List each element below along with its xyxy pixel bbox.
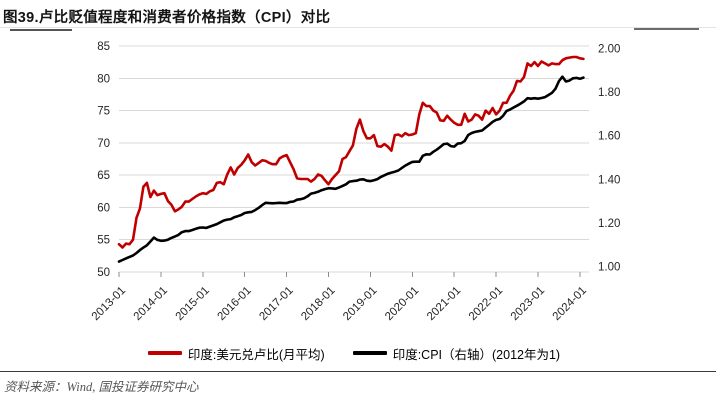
y-axis-left-tick-label: 65 — [97, 170, 110, 182]
y-axis-right-tick-label: 1.80 — [598, 87, 620, 99]
figure-title: 图39.卢比贬值程度和消费者价格指数（CPI）对比 — [3, 10, 331, 26]
y-axis-left-tick-label: 75 — [97, 106, 110, 118]
x-axis-tick-label: 2014-01 — [132, 285, 170, 323]
chart-legend: 印度:美元兑卢比(月平均) 印度:CPI（右轴）(2012年为1) — [119, 344, 589, 362]
y-axis-left-tick-label: 85 — [97, 41, 110, 53]
x-axis-tick-label: 2017-01 — [257, 285, 295, 323]
legend-item-cpi: 印度:CPI（右轴）(2012年为1) — [352, 344, 561, 363]
usdinr-line-swatch — [147, 351, 182, 355]
header-rule-right-segment — [634, 28, 699, 30]
source-note: 资料来源：Wind, 国投证券研究中心 — [4, 380, 199, 394]
legend-label-cpi: 印度:CPI（右轴）(2012年为1) — [392, 347, 561, 362]
y-axis-left-tick-label: 80 — [97, 73, 110, 85]
y-axis-right-tick-label: 1.20 — [598, 218, 620, 230]
y-axis-right-tick-label: 2.00 — [598, 44, 620, 56]
y-axis-right-tick-label: 1.40 — [598, 174, 620, 186]
x-axis-tick-label: 2015-01 — [174, 285, 212, 323]
y-axis-right-tick-label: 1.00 — [598, 262, 620, 274]
cpi-line-swatch — [352, 351, 387, 355]
x-axis-tick-label: 2019-01 — [341, 285, 379, 323]
x-axis-tick-label: 2022-01 — [467, 285, 505, 323]
y-axis-left-tick-label: 60 — [97, 202, 110, 214]
x-axis-tick-label: 2018-01 — [299, 285, 337, 323]
x-axis-tick-label: 2013-01 — [90, 285, 128, 323]
x-axis-tick-label: 2024-01 — [551, 285, 589, 323]
y-axis-left-tick-label: 55 — [97, 235, 110, 247]
legend-item-usdinr: 印度:美元兑卢比(月平均) — [147, 344, 325, 363]
header-rule-light — [0, 27, 716, 28]
x-axis-tick-label: 2023-01 — [509, 285, 547, 323]
x-axis-tick-label: 2016-01 — [215, 285, 253, 323]
y-axis-left-tick-label: 50 — [97, 267, 110, 279]
cpi-line-series — [117, 75, 585, 263]
usdinr-line-series — [117, 55, 585, 249]
x-axis-tick-label: 2020-01 — [383, 285, 421, 323]
title-underline — [10, 29, 72, 31]
legend-label-usdinr: 印度:美元兑卢比(月平均) — [187, 347, 325, 362]
y-axis-right-tick-label: 1.60 — [598, 131, 620, 143]
y-axis-left-tick-label: 70 — [97, 138, 110, 150]
x-axis-tick-label: 2021-01 — [425, 285, 463, 323]
footer-rule — [0, 371, 716, 372]
